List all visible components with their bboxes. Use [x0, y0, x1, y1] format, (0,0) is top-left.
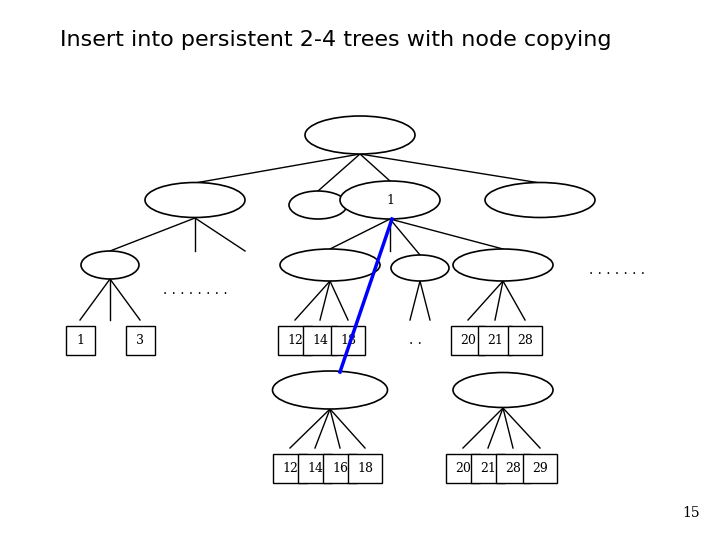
Text: 12: 12 [282, 462, 298, 475]
FancyBboxPatch shape [451, 326, 485, 354]
Text: 14: 14 [307, 462, 323, 475]
Text: 29: 29 [532, 462, 548, 475]
FancyBboxPatch shape [348, 454, 382, 483]
Ellipse shape [305, 116, 415, 154]
FancyBboxPatch shape [125, 326, 155, 354]
Text: 20: 20 [460, 334, 476, 347]
Text: 21: 21 [480, 462, 496, 475]
Ellipse shape [145, 183, 245, 218]
Ellipse shape [453, 249, 553, 281]
Text: 12: 12 [287, 334, 303, 347]
Ellipse shape [485, 183, 595, 218]
FancyBboxPatch shape [66, 326, 94, 354]
Text: 18: 18 [357, 462, 373, 475]
FancyBboxPatch shape [278, 326, 312, 354]
Ellipse shape [280, 249, 380, 281]
FancyBboxPatch shape [446, 454, 480, 483]
Text: . .: . . [408, 333, 421, 347]
FancyBboxPatch shape [496, 454, 530, 483]
Ellipse shape [81, 251, 139, 279]
Text: 28: 28 [505, 462, 521, 475]
Text: 3: 3 [136, 334, 144, 347]
Text: 21: 21 [487, 334, 503, 347]
Ellipse shape [340, 181, 440, 219]
FancyBboxPatch shape [273, 454, 307, 483]
Text: . . . . . . .: . . . . . . . [589, 263, 645, 277]
Text: 28: 28 [517, 334, 533, 347]
FancyBboxPatch shape [508, 326, 542, 354]
FancyBboxPatch shape [523, 454, 557, 483]
FancyBboxPatch shape [323, 454, 357, 483]
Text: . . . . . . . .: . . . . . . . . [163, 283, 228, 297]
Text: 1: 1 [76, 334, 84, 347]
FancyBboxPatch shape [303, 326, 337, 354]
FancyBboxPatch shape [298, 454, 332, 483]
Ellipse shape [272, 371, 387, 409]
Text: 14: 14 [312, 334, 328, 347]
Text: 15: 15 [683, 506, 700, 520]
FancyBboxPatch shape [471, 454, 505, 483]
FancyBboxPatch shape [478, 326, 512, 354]
Ellipse shape [391, 255, 449, 281]
Ellipse shape [453, 373, 553, 408]
Text: 20: 20 [455, 462, 471, 475]
Text: 16: 16 [332, 462, 348, 475]
Text: Insert into persistent 2-4 trees with node copying: Insert into persistent 2-4 trees with no… [60, 30, 611, 50]
Text: 1: 1 [386, 193, 394, 206]
Ellipse shape [289, 191, 347, 219]
Text: 18: 18 [340, 334, 356, 347]
FancyBboxPatch shape [331, 326, 365, 354]
